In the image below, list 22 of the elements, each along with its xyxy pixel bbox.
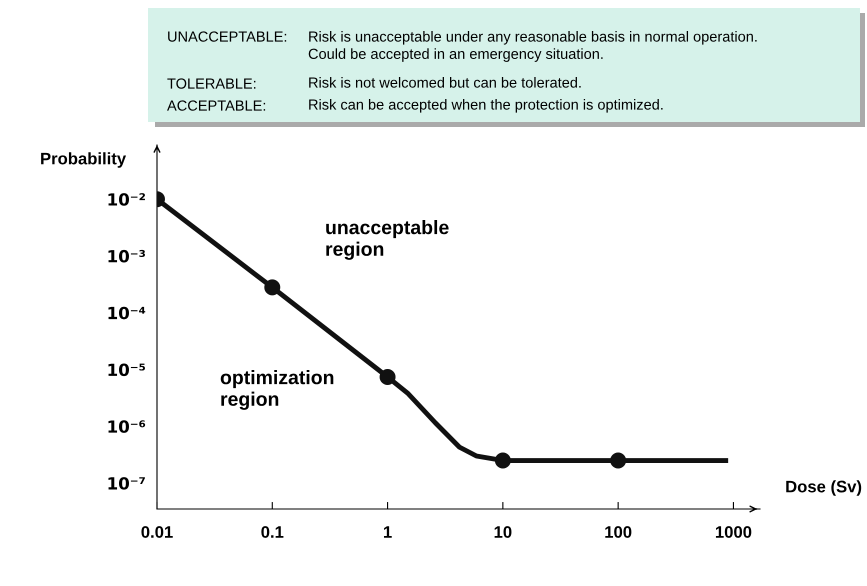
y-tick-label: 10⁻⁴	[108, 306, 146, 320]
x-tick-label: 100	[605, 526, 632, 538]
y-tick-label: 10⁻³	[108, 250, 145, 263]
annotation: unacceptable region	[326, 220, 449, 260]
y-tick-label: 10⁻²	[108, 193, 145, 206]
y-tick-label: 10⁻⁷	[108, 477, 145, 490]
x-tick-label: 0.1	[261, 526, 284, 538]
x-tick-label: 0.01	[141, 526, 173, 538]
x-axis-title: Dose (Sv)	[786, 480, 862, 496]
text: TOLERABLE:	[167, 78, 256, 89]
annotation: optimization region	[220, 370, 334, 410]
x-tick-label: 10	[494, 526, 512, 538]
y-tick-label: 10⁻⁶	[108, 420, 146, 433]
y-axis-title: Probability	[41, 152, 126, 168]
text: Risk can be accepted when the protection is optimized.	[309, 99, 663, 113]
text: ACCEPTABLE:	[167, 100, 266, 111]
text: UNACCEPTABLE:	[168, 31, 286, 42]
text: Risk is unacceptable under any reasonable basis in normal operation. Could be accepted in an emergency situation.	[308, 31, 757, 62]
x-tick-label: 1	[384, 526, 392, 538]
text: Risk is not welcomed but can be tolerated.	[309, 77, 581, 88]
y-tick-label: 10⁻⁵	[108, 364, 145, 376]
x-tick-label: 1000	[716, 526, 752, 538]
